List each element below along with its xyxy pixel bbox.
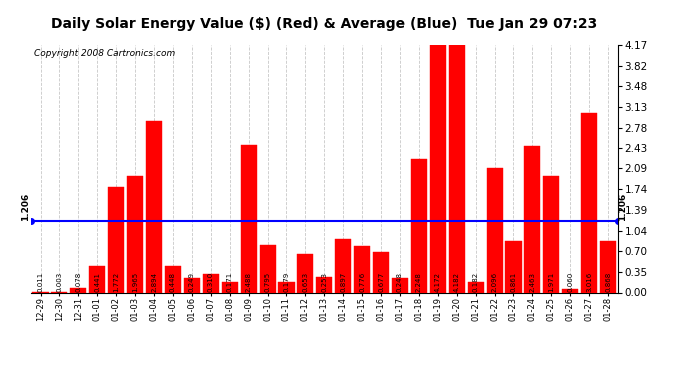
Text: 3.016: 3.016 xyxy=(586,272,592,292)
Text: 4.172: 4.172 xyxy=(435,272,441,292)
Text: 0.897: 0.897 xyxy=(340,272,346,292)
Text: 2.463: 2.463 xyxy=(529,272,535,292)
Text: 1.772: 1.772 xyxy=(113,272,119,292)
Text: 0.776: 0.776 xyxy=(359,272,365,292)
Bar xyxy=(165,266,181,292)
Bar xyxy=(89,266,106,292)
Text: 0.653: 0.653 xyxy=(302,272,308,292)
Text: 0.011: 0.011 xyxy=(37,272,43,292)
Text: 1.206: 1.206 xyxy=(618,193,627,221)
Text: Copyright 2008 Cartronics.com: Copyright 2008 Cartronics.com xyxy=(34,49,175,58)
Bar xyxy=(562,289,578,292)
Bar xyxy=(543,176,560,292)
Text: 0.248: 0.248 xyxy=(397,272,403,292)
Bar xyxy=(70,288,86,292)
Bar xyxy=(221,282,238,292)
Bar xyxy=(108,188,124,292)
Text: 0.448: 0.448 xyxy=(170,272,176,292)
Bar xyxy=(411,159,427,292)
Text: 1.965: 1.965 xyxy=(132,272,138,292)
Text: 0.249: 0.249 xyxy=(189,272,195,292)
Bar xyxy=(430,45,446,292)
Text: 2.248: 2.248 xyxy=(416,272,422,292)
Bar xyxy=(581,114,598,292)
Bar xyxy=(373,252,389,292)
Bar xyxy=(259,245,275,292)
Text: 0.677: 0.677 xyxy=(378,272,384,292)
Text: 0.171: 0.171 xyxy=(227,272,233,292)
Bar xyxy=(184,278,200,292)
Text: Daily Solar Energy Value ($) (Red) & Average (Blue)  Tue Jan 29 07:23: Daily Solar Energy Value ($) (Red) & Ave… xyxy=(51,17,598,31)
Text: 0.078: 0.078 xyxy=(75,272,81,292)
Bar xyxy=(506,242,522,292)
Bar xyxy=(127,176,143,292)
Text: 0.861: 0.861 xyxy=(511,272,517,292)
Text: 2.894: 2.894 xyxy=(151,272,157,292)
Bar xyxy=(392,278,408,292)
Text: 0.868: 0.868 xyxy=(605,272,611,292)
Bar xyxy=(241,145,257,292)
Text: 0.310: 0.310 xyxy=(208,272,214,292)
Bar xyxy=(297,254,313,292)
Text: 1.206: 1.206 xyxy=(21,193,30,221)
Text: 0.182: 0.182 xyxy=(473,272,479,292)
Bar xyxy=(316,278,333,292)
Bar xyxy=(203,274,219,292)
Text: 0.253: 0.253 xyxy=(322,272,327,292)
Bar xyxy=(146,121,162,292)
Bar xyxy=(335,239,351,292)
Text: 1.971: 1.971 xyxy=(549,272,554,292)
Text: 0.060: 0.060 xyxy=(567,272,573,292)
Text: 4.182: 4.182 xyxy=(454,272,460,292)
Text: 2.096: 2.096 xyxy=(491,272,497,292)
Bar xyxy=(279,282,295,292)
Text: 0.795: 0.795 xyxy=(264,272,270,292)
Text: 2.488: 2.488 xyxy=(246,272,252,292)
Text: 0.003: 0.003 xyxy=(57,272,62,292)
Bar xyxy=(468,282,484,292)
Bar xyxy=(524,146,540,292)
Bar xyxy=(600,241,616,292)
Text: 0.179: 0.179 xyxy=(284,272,290,292)
Bar xyxy=(448,44,465,292)
Bar xyxy=(354,246,370,292)
Text: 0.441: 0.441 xyxy=(95,272,100,292)
Bar xyxy=(486,168,502,292)
